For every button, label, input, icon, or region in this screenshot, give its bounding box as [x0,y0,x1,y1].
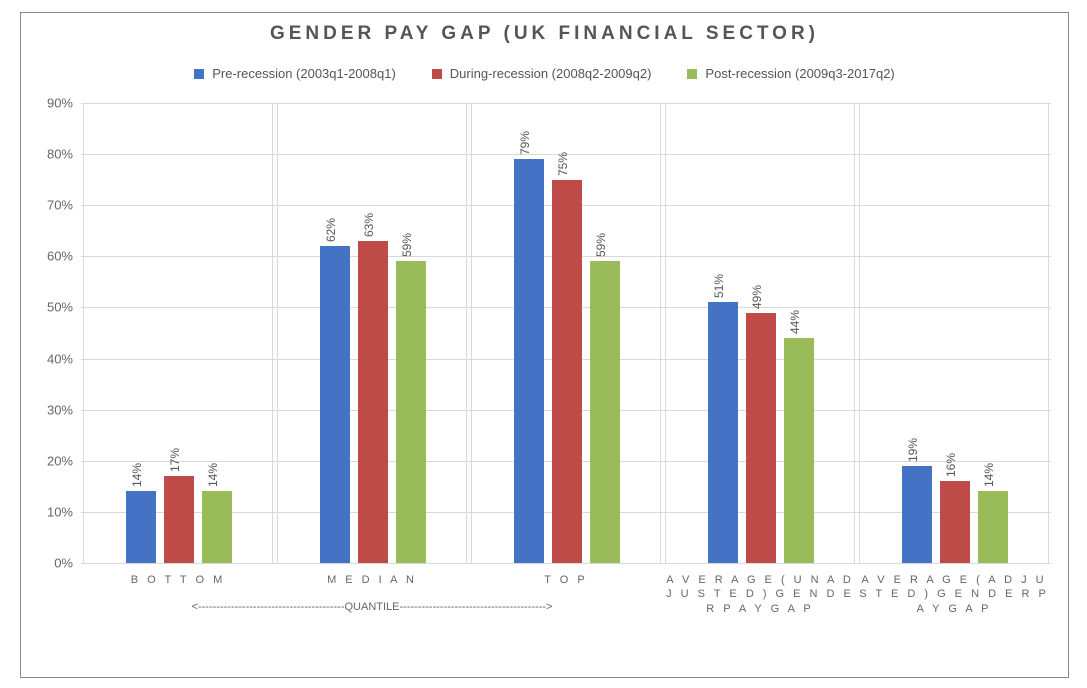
bar-data-label: 75% [556,152,570,176]
bar: 59% [590,261,620,563]
x-category-label: B O T T O M [83,573,273,587]
bar-data-label: 51% [712,274,726,298]
bar: 62% [320,246,350,563]
legend-item: During-recession (2008q2-2009q2) [432,65,652,81]
x-category-label: A V E R A G E ( A D J U S T E D ) G E N … [859,573,1049,616]
legend-label: Post-recession (2009q3-2017q2) [705,66,894,81]
chart-legend: Pre-recession (2003q1-2008q1) During-rece… [21,65,1068,81]
y-tick-label: 0% [54,556,73,571]
y-tick-label: 10% [47,504,73,519]
bar: 14% [126,491,156,563]
bar: 59% [396,261,426,563]
group-panel: 62% 63% 59% [277,103,467,563]
bar: 14% [978,491,1008,563]
bar: 19% [902,466,932,563]
y-tick-label: 20% [47,453,73,468]
y-tick-label: 50% [47,300,73,315]
bar-data-label: 19% [906,438,920,462]
chart-frame: GENDER PAY GAP (UK FINANCIAL SECTOR) Pre… [20,12,1069,678]
bar-data-label: 17% [168,448,182,472]
legend-item: Pre-recession (2003q1-2008q1) [194,65,396,81]
bar-data-label: 14% [206,463,220,487]
chart-title-text: GENDER PAY GAP (UK FINANCIAL SECTOR) [270,23,819,44]
x-category-label: M E D I A N [277,573,467,587]
bar-data-label: 62% [324,218,338,242]
bar: 17% [164,476,194,563]
group-panel: 79% 75% 59% [471,103,661,563]
legend-swatch [687,69,697,79]
bar-data-label: 49% [750,285,764,309]
legend-label: Pre-recession (2003q1-2008q1) [212,66,396,81]
chart-title: GENDER PAY GAP (UK FINANCIAL SECTOR) [21,23,1068,45]
bar-data-label: 16% [944,453,958,477]
x-category-label: A V E R A G E ( U N A D J U S T E D ) G … [665,573,855,616]
bar-data-label: 14% [982,463,996,487]
chart-stage: GENDER PAY GAP (UK FINANCIAL SECTOR) Pre… [0,0,1087,688]
bar: 75% [552,180,582,563]
bar-data-label: 44% [788,310,802,334]
y-tick-label: 80% [47,147,73,162]
bar-data-label: 63% [362,213,376,237]
quantile-span-label: <---------------------------------------… [83,601,661,613]
group-panel: 19% 16% 14% [859,103,1049,563]
legend-swatch [432,69,442,79]
bar: 51% [708,302,738,563]
bar: 16% [940,481,970,563]
y-tick-label: 70% [47,198,73,213]
bar: 49% [746,313,776,563]
legend-label: During-recession (2008q2-2009q2) [450,66,652,81]
y-tick-label: 90% [47,96,73,111]
bar-data-label: 79% [518,131,532,155]
gridline [81,563,1051,564]
x-axis-labels: B O T T O MM E D I A NT O PA V E R A G E… [81,567,1051,647]
y-tick-label: 60% [47,249,73,264]
group-panel: 51% 49% 44% [665,103,855,563]
y-tick-label: 40% [47,351,73,366]
bar-data-label: 59% [400,233,414,257]
bar-data-label: 59% [594,233,608,257]
legend-swatch [194,69,204,79]
bar-data-label: 14% [130,463,144,487]
bar: 63% [358,241,388,563]
bar: 79% [514,159,544,563]
x-category-label: T O P [471,573,661,587]
bar: 14% [202,491,232,563]
group-panel: 14% 17% 14% [83,103,273,563]
y-tick-label: 30% [47,402,73,417]
bar: 44% [784,338,814,563]
plot-area: 0%10%20%30%40%50%60%70%80%90%14%17%14%62… [81,103,1051,564]
legend-item: Post-recession (2009q3-2017q2) [687,65,894,81]
